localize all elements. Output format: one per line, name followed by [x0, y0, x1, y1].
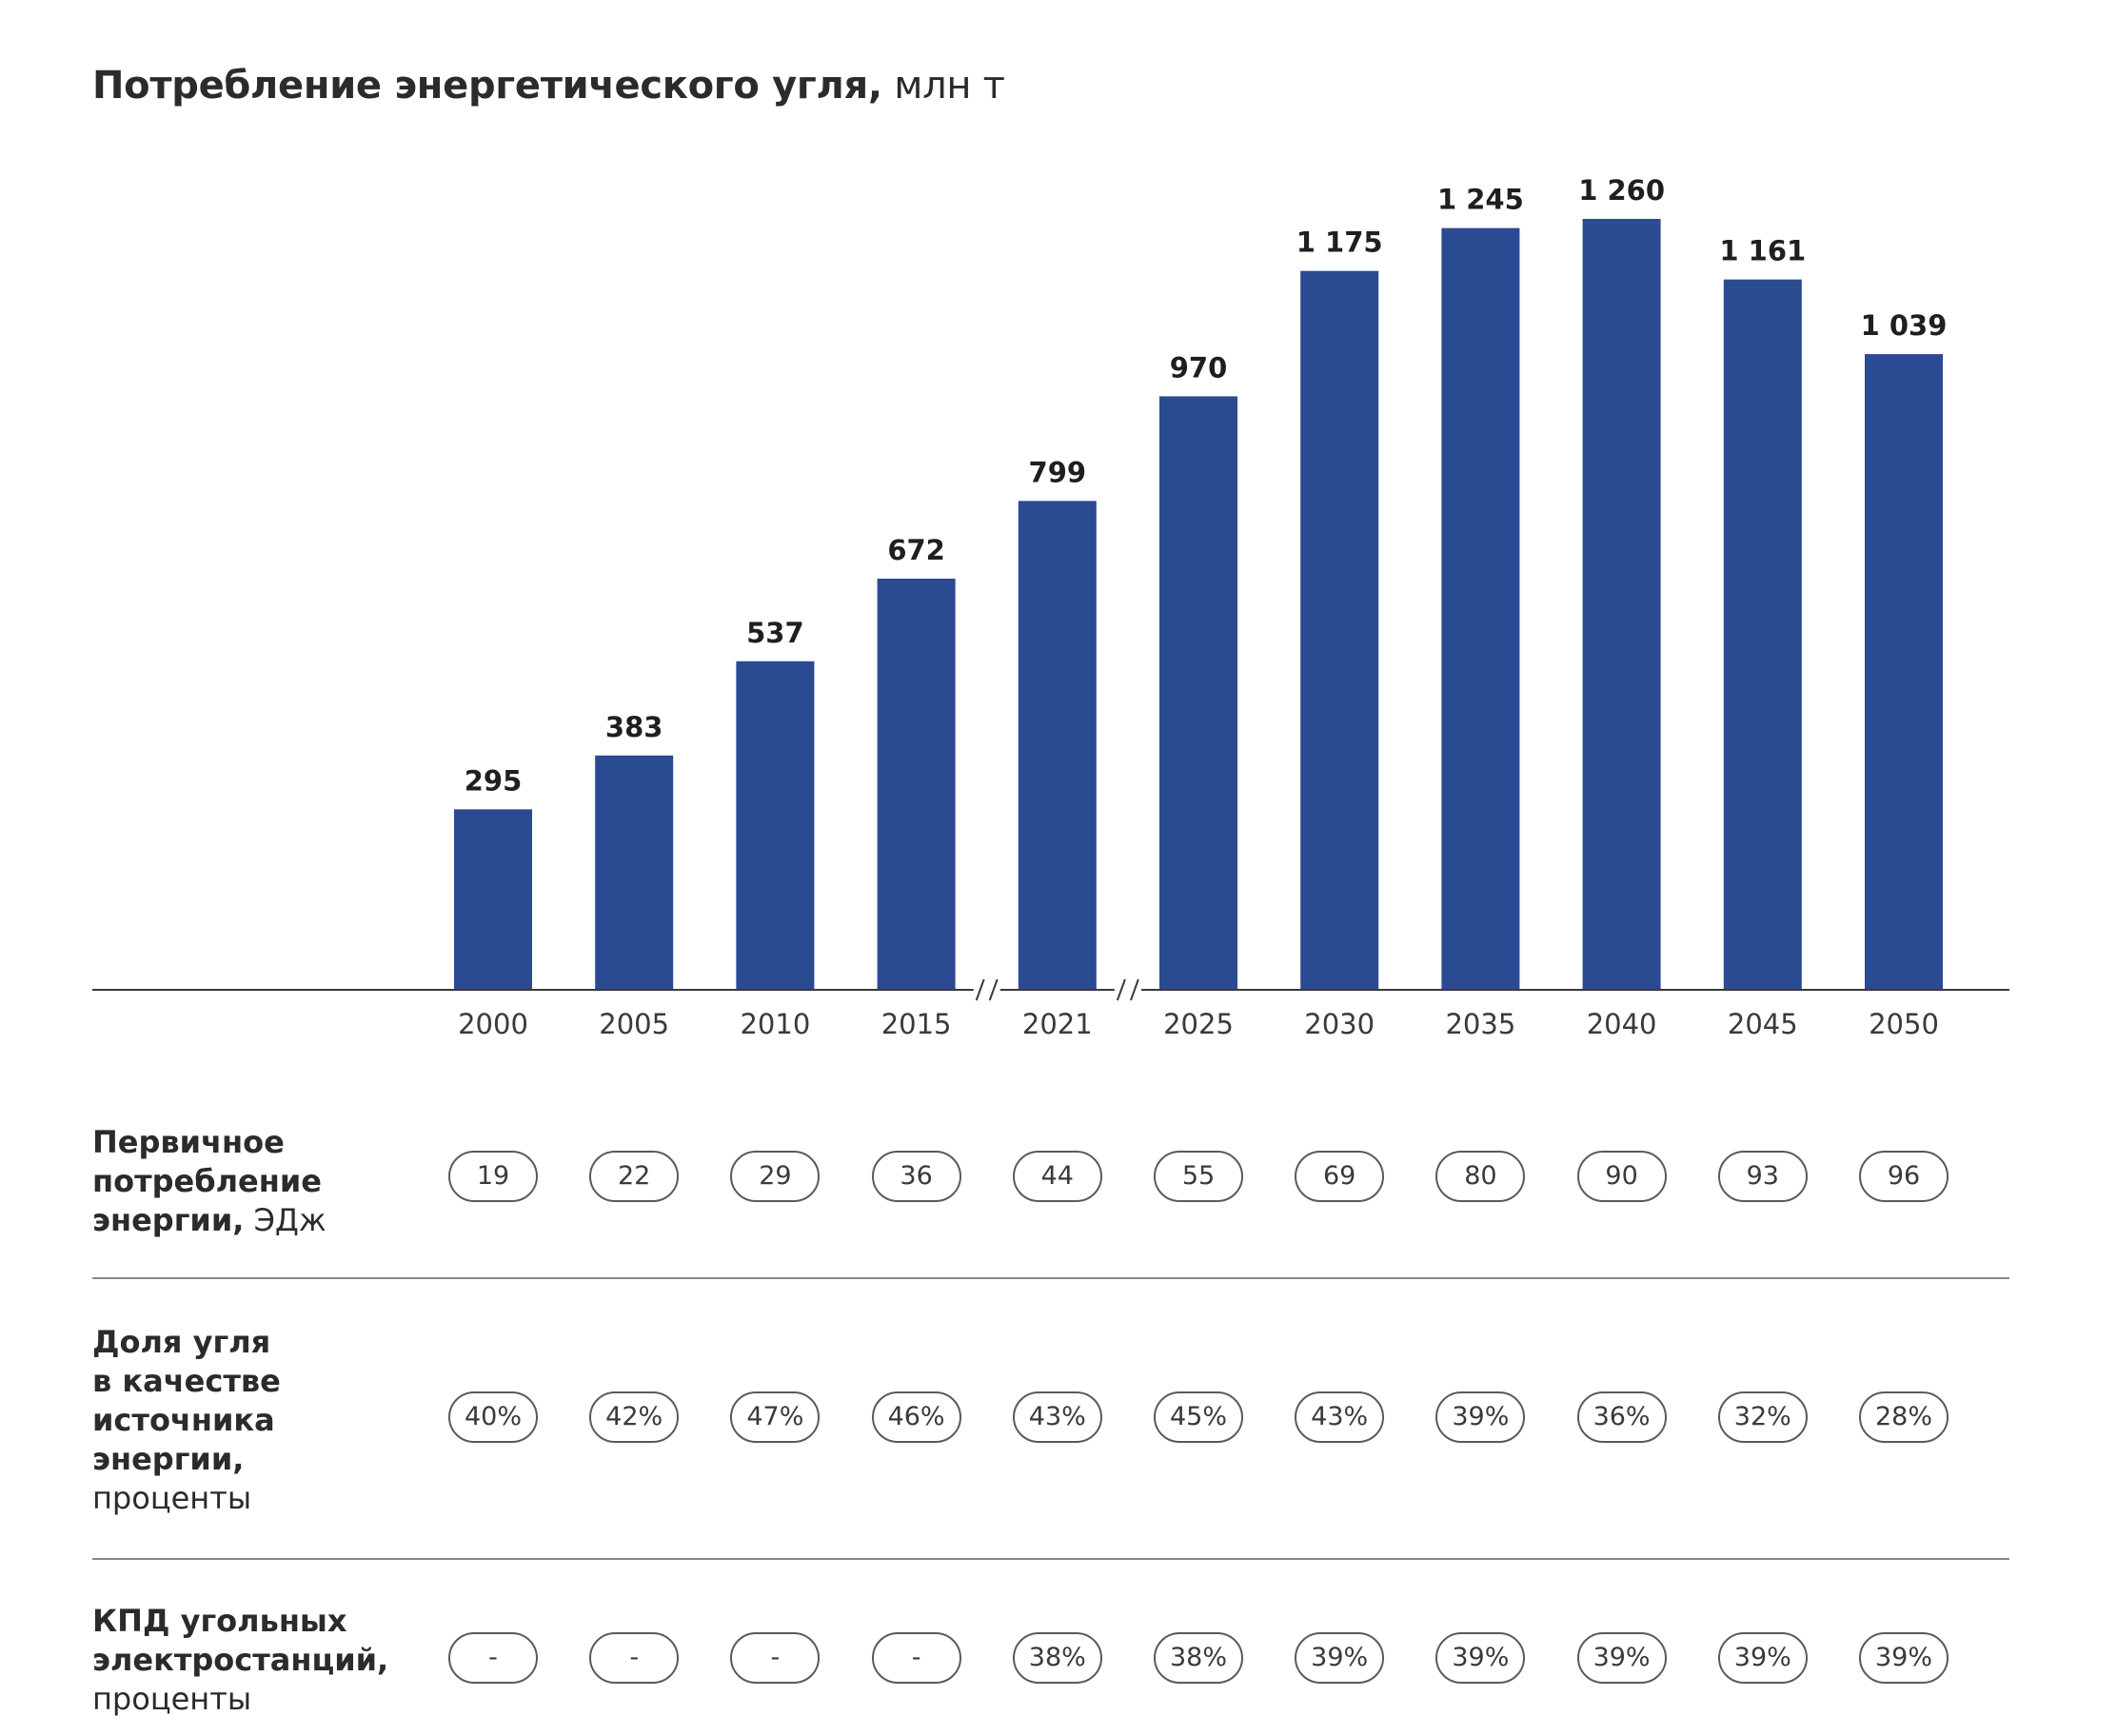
x-tick-label: 2005 [599, 1008, 669, 1040]
row-divider [92, 1277, 2009, 1279]
value-pill: 43% [1012, 1391, 1102, 1443]
value-pill: 43% [1295, 1391, 1385, 1443]
value-pill: 90 [1576, 1151, 1667, 1202]
bar-chart: 295 2000 383 2005 537 2010 672 2015 799 2021 970 20… [92, 174, 2009, 1040]
axis-break-mark [975, 978, 985, 1001]
value-pill: 42% [589, 1391, 680, 1443]
x-tick-label: 2000 [458, 1008, 528, 1040]
bar-value-label: 1 245 [1437, 184, 1524, 216]
value-pill: 36% [1576, 1391, 1667, 1443]
value-pill: 93 [1717, 1151, 1808, 1202]
bar [1159, 396, 1237, 990]
value-pill: 22 [589, 1151, 680, 1202]
x-tick-label: 2035 [1445, 1008, 1515, 1040]
row-label-line: электростанций, [92, 1642, 389, 1678]
value-pill: 39% [1717, 1632, 1808, 1684]
value-pill: 80 [1435, 1151, 1526, 1202]
x-tick-label: 2021 [1022, 1008, 1093, 1040]
x-tick-label: 2045 [1728, 1008, 1798, 1040]
bar [595, 755, 674, 990]
bar [1582, 219, 1661, 990]
value-pill: 47% [730, 1391, 821, 1443]
value-pill: 38% [1012, 1632, 1102, 1684]
x-tick-label: 2025 [1163, 1008, 1234, 1040]
bar-value-label: 1 039 [1861, 309, 1948, 342]
bar [1865, 354, 1943, 991]
value-pill: 29 [730, 1151, 821, 1202]
row-label-line: Доля угля [92, 1324, 271, 1360]
value-pill: 39% [1576, 1632, 1667, 1684]
x-tick-label: 2015 [881, 1008, 952, 1040]
bar [736, 661, 815, 990]
chart-title-unit: млн т [894, 64, 1005, 108]
row-label-line: потребление [92, 1163, 322, 1199]
row-label-line: энергии, [92, 1441, 245, 1477]
bar-value-label: 1 175 [1296, 227, 1383, 259]
value-pill: 69 [1295, 1151, 1385, 1202]
value-pill: 55 [1154, 1151, 1243, 1202]
bar-value-label: 799 [1029, 456, 1087, 488]
value-pill: 28% [1859, 1391, 1949, 1443]
row-label: Доля угля в качестве источника энергии, проц… [92, 1323, 281, 1518]
value-pill: - [589, 1632, 680, 1684]
bar [1300, 270, 1379, 991]
bar-value-label: 383 [605, 711, 663, 743]
bar [1441, 227, 1520, 991]
bar-value-label: 537 [746, 617, 804, 649]
value-pill: - [871, 1632, 961, 1684]
row-label-line: Первичное [92, 1124, 285, 1160]
x-tick-label: 2040 [1587, 1008, 1657, 1040]
bar-value-label: 295 [465, 764, 523, 797]
bar [1018, 501, 1097, 990]
bar-value-label: 1 260 [1578, 174, 1665, 207]
value-pill: 46% [871, 1391, 961, 1443]
value-pill: - [730, 1632, 821, 1684]
row-label-unit: ЭДж [244, 1202, 326, 1238]
bar-value-label: 1 161 [1719, 235, 1806, 267]
value-pill: 39% [1859, 1632, 1949, 1684]
row-label: Первичное потребление энергии, ЭДж [92, 1123, 326, 1240]
value-pill: 38% [1154, 1632, 1243, 1684]
row-divider [92, 1558, 2009, 1560]
chart-title-main: Потребление энергетического угля, [92, 64, 882, 108]
row-label-unit: проценты [92, 1480, 252, 1516]
value-pill: 19 [448, 1151, 538, 1202]
x-tick-label: 2010 [740, 1008, 810, 1040]
bar-value-label: 970 [1170, 351, 1228, 384]
chart-title: Потребление энергетического угля, млн т [92, 59, 1005, 112]
x-tick-label: 2050 [1869, 1008, 1939, 1040]
row-label-line: в качестве [92, 1363, 281, 1399]
bar [1723, 279, 1802, 991]
value-pill: 96 [1859, 1151, 1949, 1202]
value-pill: 32% [1717, 1391, 1808, 1443]
bar [454, 809, 532, 990]
bar [877, 579, 956, 990]
value-pill: 39% [1295, 1632, 1385, 1684]
value-pill: 45% [1154, 1391, 1243, 1443]
row-label-line: КПД угольных [92, 1603, 347, 1639]
row-label-line: энергии, [92, 1202, 245, 1238]
axis-break-mark [1116, 978, 1126, 1001]
value-pill: 44 [1012, 1151, 1102, 1202]
row-label-line: источника [92, 1402, 275, 1438]
row-label: КПД угольных электростанций, проценты [92, 1602, 388, 1719]
value-pill: 39% [1435, 1632, 1526, 1684]
value-pill: 36 [871, 1151, 961, 1202]
x-tick-label: 2030 [1304, 1008, 1375, 1040]
axis-break-mark [988, 978, 999, 1001]
value-pill: 39% [1435, 1391, 1526, 1443]
value-pill: - [448, 1632, 538, 1684]
axis-break-mark [1129, 978, 1139, 1001]
value-pill: 40% [448, 1391, 538, 1443]
row-label-unit: проценты [92, 1681, 252, 1717]
bar-value-label: 672 [887, 534, 945, 566]
